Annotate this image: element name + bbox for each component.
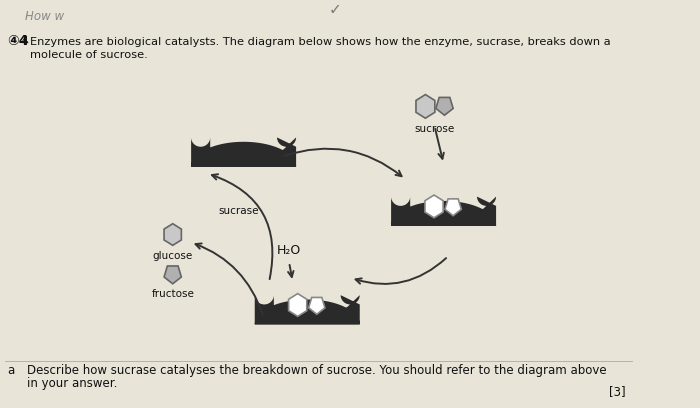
Text: glucose: glucose <box>153 251 192 261</box>
Polygon shape <box>416 95 435 118</box>
Text: Enzymes are biological catalysts. The diagram below shows how the enzyme, sucras: Enzymes are biological catalysts. The di… <box>30 37 610 47</box>
Text: ④4: ④4 <box>7 34 29 48</box>
Text: H₂O: H₂O <box>277 244 301 257</box>
Polygon shape <box>425 195 443 218</box>
Polygon shape <box>445 199 461 216</box>
Text: Describe how sucrase catalyses the breakdown of sucrose. You should refer to the: Describe how sucrase catalyses the break… <box>27 364 607 377</box>
Text: sucrose: sucrose <box>414 124 454 134</box>
Polygon shape <box>164 224 181 245</box>
Text: How w: How w <box>25 10 64 22</box>
Text: a: a <box>7 364 15 377</box>
Text: sucrase: sucrase <box>219 206 259 216</box>
Polygon shape <box>255 295 360 324</box>
Text: in your answer.: in your answer. <box>27 377 118 390</box>
Text: 4: 4 <box>20 35 28 48</box>
Text: fructose: fructose <box>151 289 194 299</box>
Polygon shape <box>391 197 496 226</box>
Polygon shape <box>309 297 325 314</box>
Polygon shape <box>191 137 296 166</box>
Text: [3]: [3] <box>609 385 625 398</box>
Polygon shape <box>436 98 453 115</box>
Text: ✓: ✓ <box>329 2 342 17</box>
Text: molecule of sucrose.: molecule of sucrose. <box>30 50 148 60</box>
Polygon shape <box>288 294 307 316</box>
Polygon shape <box>164 266 181 284</box>
